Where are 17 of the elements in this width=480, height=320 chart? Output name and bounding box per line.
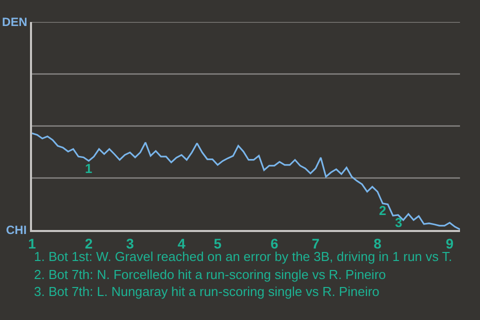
text: 1. Bot 1st: W. Gravel reached on an error by the 3B, driving in 1 run vs T. <box>34 249 452 264</box>
x-tick-label: 4 <box>178 236 186 252</box>
text: CHI <box>6 223 27 237</box>
x-tick-label: 2 <box>84 236 93 252</box>
annotation: 3 <box>395 215 402 230</box>
x-tick-label: 8 <box>374 236 382 252</box>
annotation: 1 <box>85 161 92 176</box>
text: DEN <box>2 15 28 29</box>
annotation: 2 <box>379 203 386 218</box>
text: 3. Bot 7th: L. Nungaray hit a run-scoring single vs R. Pineiro <box>34 284 380 299</box>
x-tick-label: 3 <box>126 236 134 252</box>
x-tick-label: 7 <box>312 236 320 252</box>
x-tick-label: 1 <box>28 236 36 252</box>
x-tick-label: 9 <box>446 236 454 252</box>
x-tick-label: 5 <box>214 236 222 252</box>
x-tick-label: 6 <box>270 236 278 252</box>
text: 2. Bot 7th: N. Forcelledo hit a run-scoring single vs R. Pineiro <box>34 267 386 282</box>
